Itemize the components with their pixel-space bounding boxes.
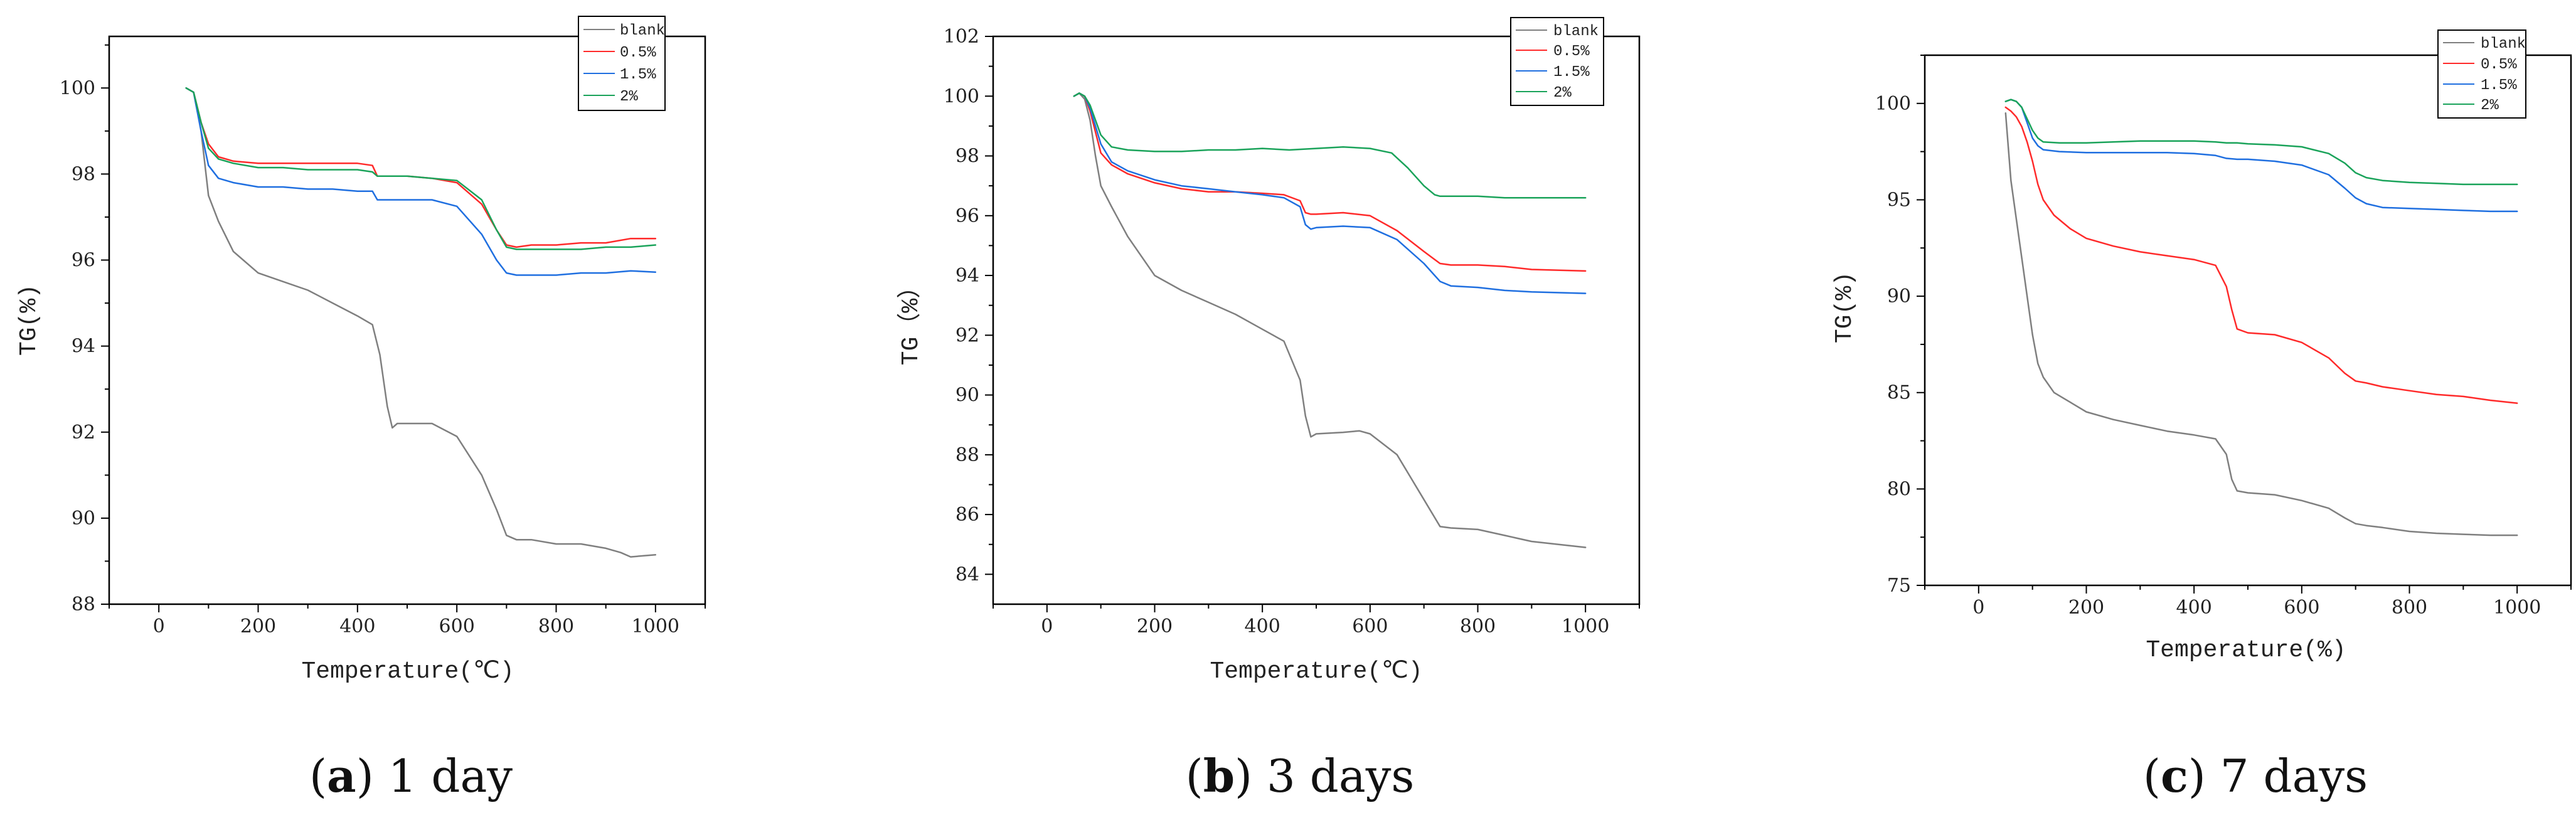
caption-c: (c) 7 days: [2143, 749, 2368, 802]
legend-label-blank-c: blank: [2481, 36, 2526, 53]
y-tick-label-b: 86: [955, 504, 979, 526]
legend-c: blank 0.5% 1.5% 2%: [2437, 29, 2526, 119]
series-group-b: [1073, 92, 1587, 548]
y-tick-label-b: 88: [955, 444, 979, 466]
series-line-1-5-a: [185, 87, 657, 276]
legend-label-0-5-b: 0.5%: [1553, 43, 1590, 60]
y-axis-title-b: TG（%）: [897, 275, 925, 365]
series-line-2-c: [2004, 99, 2518, 186]
y-tick-label-a: 96: [72, 250, 95, 272]
series-line-0-5-c: [2004, 106, 2518, 404]
series-line-blank-a: [185, 87, 657, 558]
x-tick-label-a: 800: [538, 615, 574, 637]
series-line-blank-c: [2004, 112, 2518, 536]
y-tick-label-b: 100: [944, 85, 979, 107]
caption-letter-b: b: [1203, 749, 1235, 802]
x-tick-label-b: 0: [1041, 615, 1053, 637]
series-line-1-5-b: [1073, 92, 1587, 294]
series-line-2-b: [1073, 92, 1587, 199]
x-axis-title-a: Temperature(℃): [301, 658, 514, 685]
y-tick-label-b: 94: [955, 265, 979, 287]
legend-label-1-5-c: 1.5%: [2481, 77, 2517, 94]
y-tick-label-c: 85: [1887, 382, 1911, 404]
y-tick-label-a: 90: [72, 508, 95, 530]
series-line-0-5-b: [1073, 92, 1587, 272]
legend-label-blank-b: blank: [1553, 23, 1599, 40]
series-group-a: [185, 87, 657, 558]
x-tick-label-a: 600: [439, 615, 475, 637]
x-tick-label-c: 200: [2068, 597, 2104, 619]
y-tick-label-b: 90: [955, 385, 979, 407]
caption-text-b: 3 days: [1252, 750, 1414, 802]
y-tick-label-a: 92: [72, 422, 95, 444]
caption-text-c: 7 days: [2206, 750, 2368, 802]
chart-panel-a: 0 200 400 600 800 1000 88 90 92 94 96 98 100 blank 0…: [16, 16, 706, 802]
chart-panel-b: 0 200 400 600 800 10008486889092949698100102 …: [897, 17, 1641, 802]
legend-label-2-b: 2%: [1553, 85, 1572, 102]
series-line-1-5-c: [2004, 99, 2518, 213]
legend-label-blank-a: blank: [620, 23, 665, 40]
caption-text-a: 1 day: [374, 750, 513, 802]
y-tick-label-a: 98: [72, 163, 95, 185]
x-tick-label-c: 800: [2392, 597, 2427, 619]
x-axis-title-b: Temperature(℃): [1210, 658, 1422, 685]
series-line-blank-b: [1073, 92, 1587, 548]
caption-letter-c: c: [2161, 749, 2188, 802]
ticks-group-a: 0 200 400 600 800 1000 88 90 92 94 96 98 100: [60, 44, 706, 637]
legend-label-1-5-a: 1.5%: [620, 67, 656, 83]
x-tick-label-a: 400: [339, 615, 375, 637]
y-tick-label-c: 95: [1887, 189, 1911, 211]
legend-label-0-5-c: 0.5%: [2481, 56, 2517, 73]
y-tick-label-c: 80: [1887, 478, 1911, 500]
chart-panel-c: 0 200 400 600 800 1000 75 80 85 90 95 100 blank 0.5…: [1831, 29, 2572, 802]
ticks-group-c: 0 200 400 600 800 1000 75 80 85 90 95 100: [1875, 55, 2572, 619]
x-tick-label-b: 400: [1245, 615, 1280, 637]
legend-box-c: [2437, 29, 2526, 119]
x-tick-label-b: 1000: [1562, 615, 1609, 637]
caption-a: (a) 1 day: [309, 749, 513, 802]
x-tick-label-c: 1000: [2493, 597, 2541, 619]
y-tick-label-a: 88: [72, 594, 95, 615]
legend-label-2-c: 2%: [2481, 97, 2499, 114]
x-tick-label-b: 600: [1352, 615, 1388, 637]
series-group-c: [2004, 99, 2518, 536]
y-tick-label-b: 96: [955, 205, 979, 227]
y-tick-label-c: 90: [1887, 285, 1911, 307]
legend-label-1-5-b: 1.5%: [1553, 64, 1590, 81]
x-tick-label-a: 1000: [632, 615, 679, 637]
ticks-group-b: 0 200 400 600 800 1000 84 86 88 90 92 94 96 98 100 102: [944, 26, 1640, 637]
x-tick-label-b: 800: [1460, 615, 1496, 637]
x-tick-label-a: 200: [240, 615, 276, 637]
y-tick-label-a: 94: [72, 336, 95, 358]
legend-box-b: [1510, 17, 1604, 106]
x-tick-label-c: 400: [2176, 597, 2212, 619]
y-tick-label-c: 75: [1887, 575, 1911, 597]
legend-label-0-5-a: 0.5%: [620, 45, 656, 61]
y-tick-label-b: 102: [944, 26, 979, 48]
y-axis-title-c: TG(%): [1831, 272, 1858, 343]
x-tick-label-c: 600: [2284, 597, 2319, 619]
x-tick-label-a: 0: [153, 615, 165, 637]
y-tick-label-b: 84: [955, 563, 979, 585]
legend-a: blank 0.5% 1.5% 2%: [578, 16, 666, 111]
plot-frame-c: [1924, 54, 2572, 587]
caption-letter-a: a: [327, 749, 356, 802]
y-tick-label-c: 100: [1875, 93, 1911, 115]
y-tick-label-b: 92: [955, 324, 979, 346]
y-tick-label-a: 100: [60, 77, 95, 99]
x-tick-label-c: 0: [1972, 597, 1984, 619]
x-tick-label-b: 200: [1137, 615, 1173, 637]
y-axis-title-a: TG(%): [16, 284, 43, 356]
x-axis-title-c: Temperature(%): [2146, 637, 2346, 664]
y-tick-label-b: 98: [955, 146, 979, 168]
legend-b: blank 0.5% 1.5% 2%: [1510, 17, 1604, 106]
legend-label-2-a: 2%: [620, 88, 638, 105]
series-line-2-a: [185, 87, 657, 250]
caption-b: (b) 3 days: [1186, 749, 1415, 802]
